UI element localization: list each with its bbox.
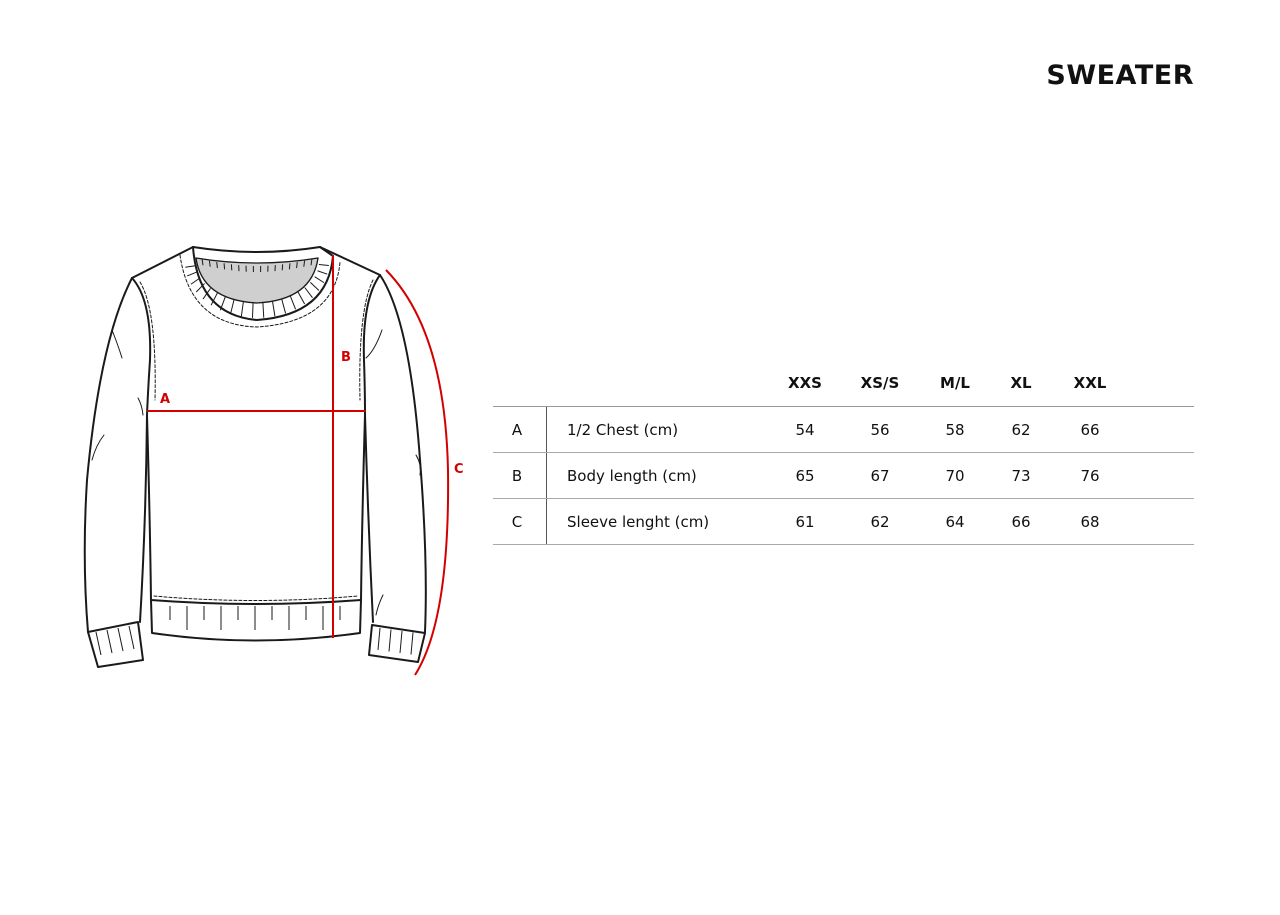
size-table: XXS XS/S M/L XL XXL A 1/2 Chest (cm) 54 56 58 62 6… <box>493 360 1194 545</box>
table-row: A 1/2 Chest (cm) 54 56 58 62 66 <box>493 407 1194 453</box>
rib-line <box>410 632 414 655</box>
measure-value: 73 <box>1011 466 1031 485</box>
rib-line <box>240 300 244 317</box>
table-row: B Body length (cm) 65 67 70 73 76 <box>493 453 1194 499</box>
rib-line <box>304 287 313 298</box>
measure-value: 56 <box>870 420 890 439</box>
rib-line <box>195 283 206 293</box>
rib-line <box>210 292 218 306</box>
measure-value: 62 <box>1011 420 1031 439</box>
rib-line <box>185 265 196 268</box>
rib-line <box>262 301 265 318</box>
rib-line <box>95 631 102 656</box>
measure-value: 70 <box>945 466 965 485</box>
rib-line <box>317 270 328 275</box>
label-a: A <box>160 392 170 407</box>
rib-line <box>297 291 306 305</box>
measure-label: Sleeve lenght (cm) <box>567 512 710 531</box>
rib-line <box>219 296 226 311</box>
rib-line <box>251 301 254 318</box>
column-divider <box>546 407 547 452</box>
rib-line <box>310 281 320 291</box>
rib-lines <box>95 259 414 656</box>
rib-line <box>314 276 325 284</box>
rib-line <box>106 629 113 654</box>
table-row: C Sleeve lenght (cm) 61 62 64 66 68 <box>493 499 1194 545</box>
measure-value: 66 <box>1080 420 1100 439</box>
size-header-row: XXS XS/S M/L XL XXL <box>493 360 1194 407</box>
label-c: C <box>454 462 464 477</box>
rib-line <box>216 262 218 269</box>
measure-value: 62 <box>870 512 890 531</box>
measure-value: 64 <box>945 512 965 531</box>
rib-line <box>310 259 313 266</box>
measure-value: 68 <box>1080 512 1100 531</box>
measure-value: 66 <box>1011 512 1031 531</box>
rib-line <box>288 263 291 270</box>
measure-value: 58 <box>945 420 965 439</box>
measure-value: 61 <box>795 512 815 531</box>
rib-line <box>281 298 287 314</box>
rib-line <box>208 260 211 267</box>
measure-key: B <box>511 466 523 485</box>
measure-key: C <box>511 512 523 531</box>
column-divider <box>546 453 547 498</box>
rib-line <box>399 630 403 654</box>
rib-line <box>318 264 329 267</box>
page-title: SWEATER <box>1046 60 1194 91</box>
size-header: XXS <box>788 374 822 392</box>
neck-inside <box>196 258 318 303</box>
rib-line <box>190 277 201 285</box>
measure-label: Body length (cm) <box>567 466 697 485</box>
measure-value: 76 <box>1080 466 1100 485</box>
measure-value: 65 <box>795 466 815 485</box>
measure-c-line <box>385 269 450 676</box>
rib-line <box>230 299 235 315</box>
label-b: B <box>341 350 351 365</box>
rib-line <box>303 260 306 267</box>
rib-line <box>201 259 204 266</box>
size-header: XL <box>1010 374 1032 392</box>
rib-line <box>388 629 392 652</box>
rib-line <box>289 295 297 310</box>
measure-value: 54 <box>795 420 815 439</box>
rib-line <box>296 262 298 269</box>
rib-line <box>377 627 381 651</box>
rib-line <box>202 288 211 300</box>
rib-line <box>223 263 226 270</box>
size-header: XS/S <box>860 374 900 392</box>
measure-label: 1/2 Chest (cm) <box>567 420 679 439</box>
column-divider <box>546 499 547 544</box>
size-header: M/L <box>940 374 970 392</box>
measure-key: A <box>511 420 523 439</box>
rib-line <box>187 271 198 277</box>
rib-line <box>128 625 135 650</box>
rib-line <box>271 300 276 317</box>
rib-line <box>117 627 124 652</box>
size-header: XXL <box>1073 374 1107 392</box>
measure-value: 67 <box>870 466 890 485</box>
